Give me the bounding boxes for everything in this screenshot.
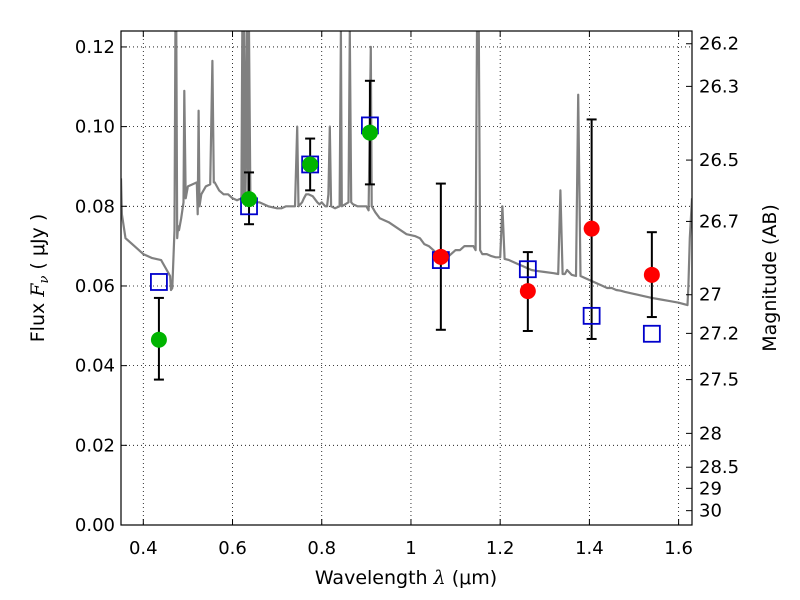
model-square-marker (642, 324, 661, 343)
green-observed-point (361, 124, 378, 141)
right-tick-label: 27 (699, 285, 722, 306)
x-axis-label-prefix: Wavelength (315, 567, 434, 589)
right-tick-label: 28.5 (699, 457, 739, 478)
x-axis-label-unit: (μm) (446, 567, 497, 589)
x-axis-label: Wavelength λ (μm) (315, 567, 497, 589)
green-observed-point (150, 331, 167, 348)
right-axis-label: Magnitude (AB) (759, 204, 781, 352)
x-tick-label: 1 (405, 538, 416, 559)
y-axis-label-prefix: Flux (27, 297, 49, 343)
x-tick-label: 1.2 (486, 538, 515, 559)
y-axis-label-subscript: ν (37, 276, 52, 284)
x-tick-label: 0.4 (129, 538, 158, 559)
right-tick-label: 29 (699, 478, 722, 499)
x-axis-label-symbol: λ (433, 567, 446, 589)
right-tick-label: 26.5 (699, 150, 739, 171)
right-tick-label: 27.2 (699, 323, 739, 344)
y-axis-label-unit: ( μJy ) (27, 214, 49, 276)
model-square-marker (150, 273, 168, 291)
green-observed-point (302, 156, 319, 173)
x-tick-label: 0.8 (307, 538, 336, 559)
x-tick-label: 1.4 (575, 538, 604, 559)
y-tick-label: 0.02 (75, 435, 115, 456)
y-tick-label: 0.12 (75, 37, 115, 58)
right-tick-label: 26.2 (699, 34, 739, 55)
y-tick-label: 0.04 (75, 356, 115, 377)
right-tick-label: 27.5 (699, 370, 739, 391)
green-observed-point (241, 191, 258, 208)
y-axis-ticks: 0.00 0.02 0.04 0.06 0.08 0.10 0.12 (75, 37, 127, 536)
red-observed-point (583, 220, 600, 237)
x-tick-label: 0.6 (218, 538, 247, 559)
red-observed-point (643, 266, 660, 283)
red-observed-point (519, 283, 536, 300)
observed-points (150, 124, 660, 348)
plot-area (121, 31, 692, 381)
model-spectrum-line (121, 31, 692, 307)
y-tick-label: 0.08 (75, 196, 115, 217)
y-axis-label-symbol: F (27, 283, 49, 298)
y-tick-label: 0.06 (75, 276, 115, 297)
y-tick-label: 0.00 (75, 515, 115, 536)
model-square-marker (582, 306, 601, 325)
model-square-marker (518, 260, 537, 279)
x-tick-label: 1.6 (664, 538, 693, 559)
right-tick-label: 26.7 (699, 211, 739, 232)
right-tick-label: 28 (699, 423, 722, 444)
plot-frame (120, 30, 693, 526)
y-axis-label: Flux Fν ( μJy ) (27, 214, 52, 343)
y-tick-label: 0.10 (75, 117, 115, 138)
right-tick-label: 26.3 (699, 76, 739, 97)
right-tick-label: 30 (699, 501, 722, 522)
red-observed-point (432, 248, 449, 265)
x-axis-ticks: 0.4 0.6 0.8 1 1.2 1.4 1.6 (129, 31, 693, 559)
